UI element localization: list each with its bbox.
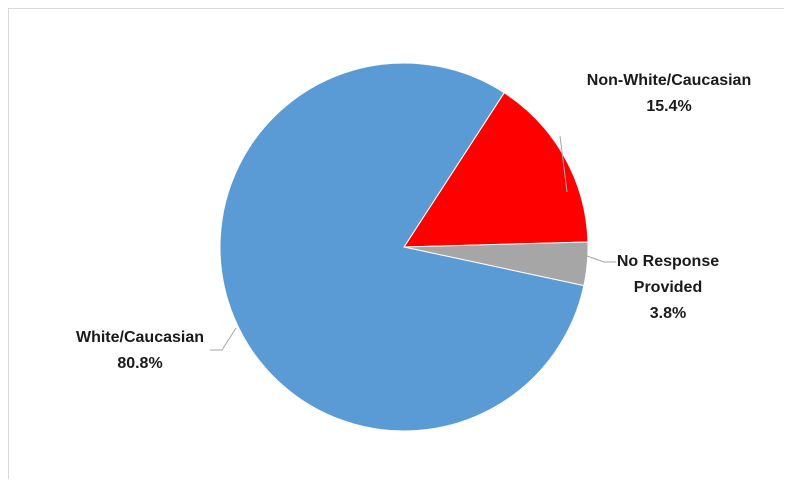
label-no-response-line1: No Response <box>617 253 719 270</box>
label-no-response-value: 3.8% <box>650 305 686 322</box>
label-no-response-line2: Provided <box>634 279 702 296</box>
label-white-name: White/Caucasian <box>76 329 204 346</box>
leader-line-no-response <box>586 255 616 263</box>
slice-white <box>219 62 585 432</box>
slices-group <box>219 62 589 432</box>
leader-line-non-white <box>559 135 568 193</box>
slice-non-white <box>403 91 589 248</box>
leader-line-white <box>210 327 237 351</box>
label-non-white-name: Non-White/Caucasian <box>587 72 751 89</box>
leader-lines-group <box>210 135 616 351</box>
labels-group: Non-White/Caucasian 15.4% No Response Pr… <box>76 72 751 372</box>
label-non-white-value: 15.4% <box>646 98 691 115</box>
label-white-value: 80.8% <box>117 355 162 372</box>
